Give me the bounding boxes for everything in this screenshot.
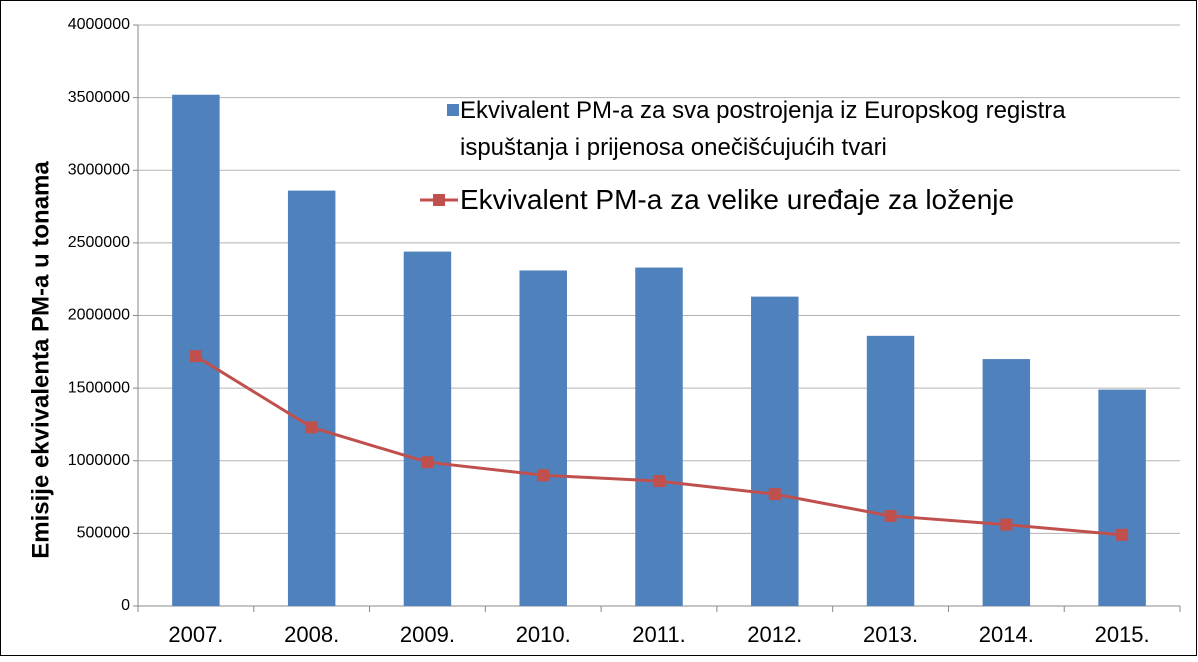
legend-entry: Ekvivalent PM-a za sva postrojenja iz Eu…	[460, 97, 1066, 161]
line-marker	[1116, 528, 1129, 541]
line-marker	[305, 421, 318, 434]
bar	[1098, 389, 1146, 606]
x-tick-label: 2013.	[863, 622, 918, 647]
line-marker	[768, 488, 781, 501]
x-tick-label: 2007.	[168, 622, 223, 647]
y-tick-label: 0	[121, 597, 130, 614]
y-tick-label: 500000	[77, 525, 130, 542]
y-tick-label: 2000000	[68, 307, 130, 324]
legend-swatch	[433, 194, 445, 206]
bar	[519, 270, 567, 606]
x-tick-label: 2014.	[979, 622, 1034, 647]
line-marker	[537, 469, 550, 482]
legend-label: Ekvivalent PM-a za velike uređaje za lož…	[460, 184, 1015, 215]
y-tick-label: 4000000	[68, 16, 130, 33]
bar	[403, 251, 452, 606]
legend-label: Ekvivalent PM-a za sva postrojenja iz Eu…	[460, 97, 1066, 161]
x-tick-label: 2010.	[516, 622, 571, 647]
line-marker	[189, 350, 202, 363]
legend-entry: Ekvivalent PM-a za velike uređaje za lož…	[460, 184, 1015, 215]
y-tick-label: 3500000	[68, 89, 130, 106]
x-tick-label: 2008.	[284, 622, 339, 647]
line-marker	[1000, 518, 1013, 531]
line-marker	[653, 475, 665, 488]
y-tick-label: 3000000	[68, 161, 130, 178]
x-tick-label: 2015.	[1095, 622, 1150, 647]
line-marker	[884, 509, 897, 522]
y-tick-label: 1000000	[68, 452, 130, 469]
y-tick-label: 1500000	[68, 379, 130, 396]
y-axis-label: Emisije ekvivalenta PM-a u tonama	[27, 161, 54, 559]
x-tick-label: 2012.	[747, 622, 802, 647]
legend-swatch	[447, 104, 459, 116]
y-tick-label: 2500000	[68, 234, 130, 251]
bar	[866, 335, 915, 606]
bar	[751, 296, 799, 606]
bar	[635, 267, 683, 606]
bar	[982, 359, 1031, 606]
line-marker	[421, 456, 434, 469]
bar	[287, 190, 336, 606]
x-tick-label: 2009.	[400, 622, 455, 647]
x-tick-label: 2011.	[632, 622, 685, 647]
